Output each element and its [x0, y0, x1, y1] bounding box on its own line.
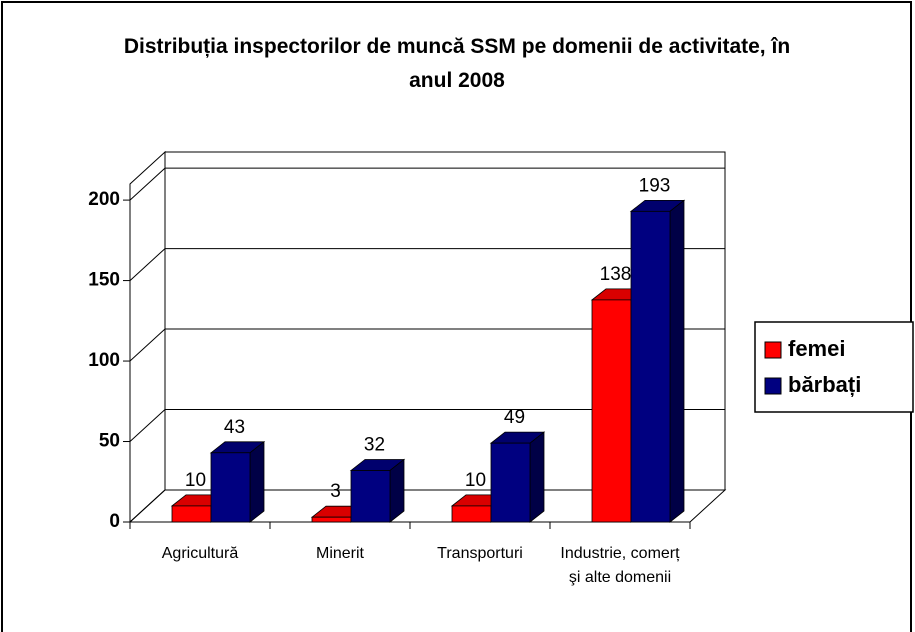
bar [591, 299, 632, 523]
data-label: 32 [364, 435, 385, 456]
data-label: 10 [465, 470, 486, 491]
data-label: 10 [185, 470, 206, 491]
grid-line [129, 489, 166, 523]
side-wall [129, 150, 166, 524]
data-label: 193 [639, 175, 671, 196]
legend-swatch [764, 341, 782, 359]
grid-line [129, 248, 166, 281]
bar [311, 516, 352, 523]
bar [210, 452, 251, 523]
bar [451, 505, 492, 523]
data-label: 138 [600, 264, 632, 285]
bar [350, 470, 391, 523]
bar [490, 442, 531, 523]
x-tick-label: Minerit [315, 545, 364, 562]
grid-line [129, 409, 166, 442]
y-tick-label: 200 [88, 189, 120, 210]
y-tick-label: 50 [99, 431, 120, 452]
legend-label: femei [788, 336, 845, 361]
data-label: 43 [224, 417, 245, 438]
grid-line [129, 167, 166, 201]
legend-label: bărbați [788, 372, 861, 397]
y-tick-label: 150 [88, 270, 120, 291]
bar [171, 505, 212, 523]
y-tick-label: 100 [88, 350, 120, 371]
data-label: 3 [330, 481, 341, 502]
grid-line [129, 328, 166, 362]
chart-title: Distribuția inspectorilor de muncă SSM p… [123, 35, 791, 92]
bar [630, 210, 671, 523]
legend-swatch [764, 377, 782, 395]
bar-side [389, 458, 405, 523]
y-tick-label: 0 [109, 511, 120, 532]
bar-side [529, 431, 545, 523]
data-label: 49 [504, 407, 525, 428]
x-tick-label: Transporturi [437, 545, 523, 562]
bar-side [669, 199, 685, 523]
x-tick-label: Industrie, comerț şi alte domenii [560, 545, 680, 586]
x-tick-label: Agricultură [161, 545, 239, 562]
bar-side [249, 440, 265, 523]
legend-box [754, 321, 914, 413]
